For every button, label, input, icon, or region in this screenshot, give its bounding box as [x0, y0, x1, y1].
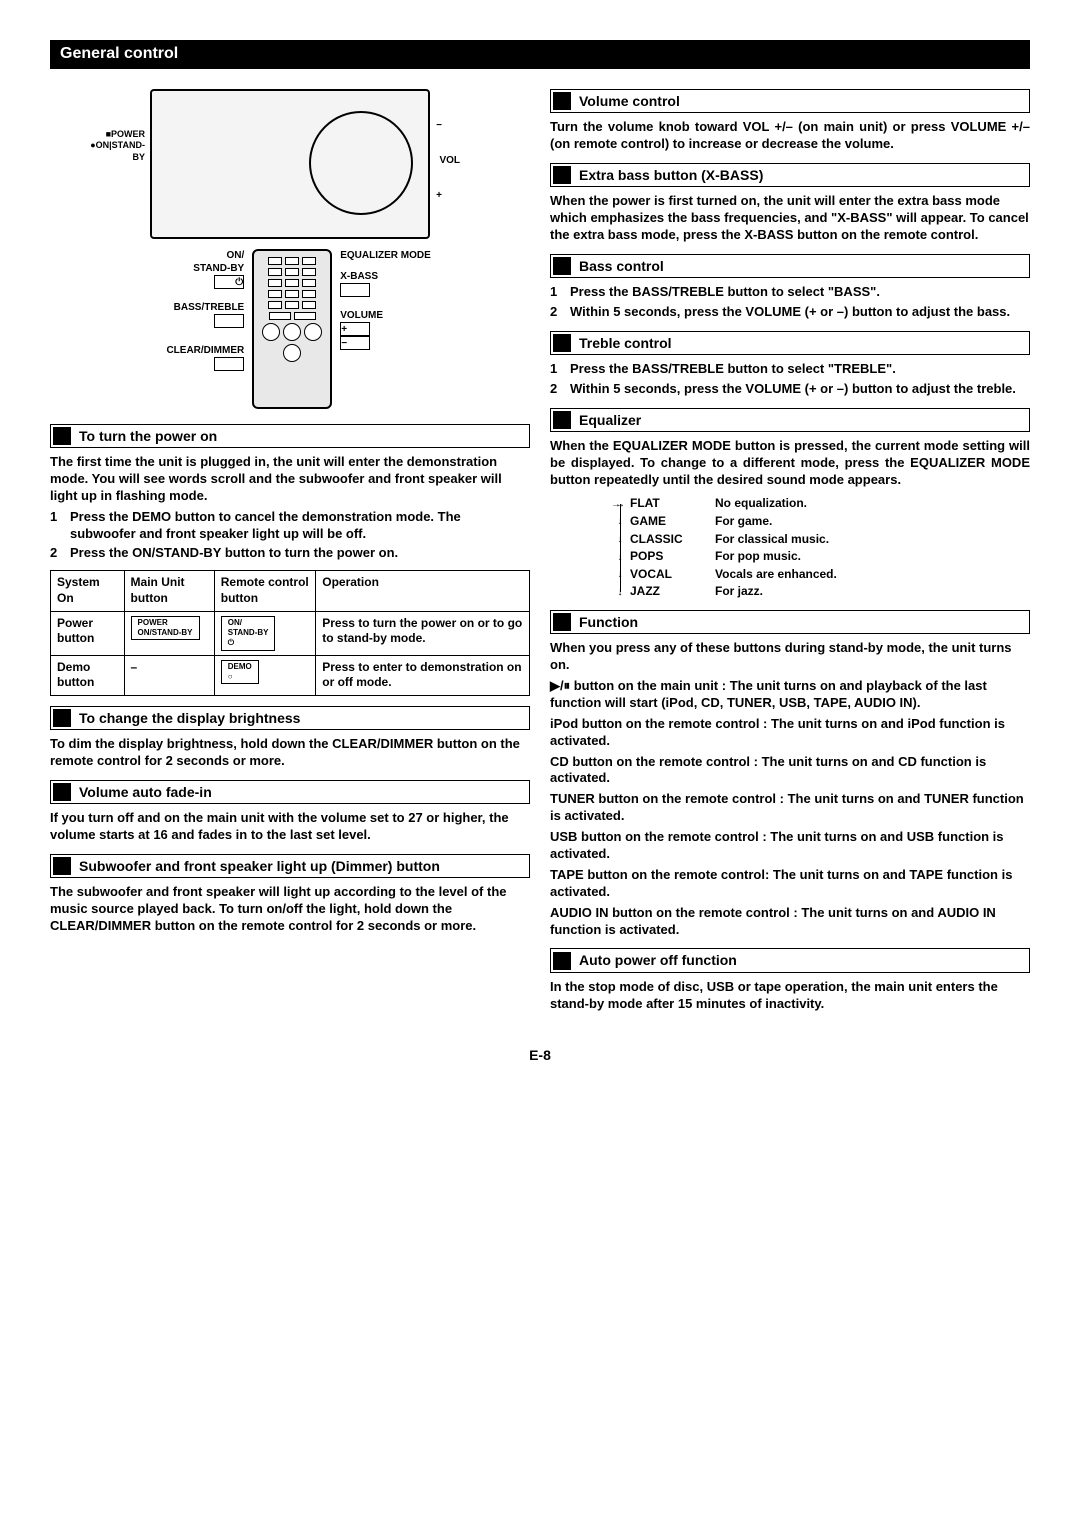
table-row: Power button POWER ON/STAND-BY ON/ STAND…: [51, 611, 530, 655]
auto-power-body: In the stop mode of disc, USB or tape op…: [550, 979, 1030, 1013]
volume-header: Volume control: [550, 89, 1030, 113]
left-column: ■POWER●ON|STAND-BY VOL − + ON/ STAND-BY⏻…: [50, 79, 530, 1017]
eq-classic-desc: For classical music.: [715, 532, 829, 548]
eq-game: GAME: [630, 514, 715, 530]
clear-dimmer-label: CLEAR/DIMMER: [166, 345, 244, 356]
right-column: Volume control Turn the volume knob towa…: [550, 79, 1030, 1017]
eq-jazz: JAZZ: [630, 584, 715, 600]
vol-plus-btn: +: [340, 322, 370, 336]
xbass-label: X-BASS: [340, 271, 378, 282]
eq-pops: POPS: [630, 549, 715, 565]
vol-plus-icon: +: [436, 189, 442, 202]
cell-demo-op: Press to enter to demonstration on or of…: [316, 655, 530, 695]
th-main-unit: Main Unit button: [124, 571, 214, 611]
volume-auto-body: If you turn off and on the main unit wit…: [50, 810, 530, 844]
volume-auto-header: Volume auto fade-in: [50, 780, 530, 804]
on-standby-btn: ⏻: [214, 275, 244, 289]
equalizer-header: Equalizer: [550, 408, 1030, 432]
cell-demo-main: –: [124, 655, 214, 695]
remote-power-icon: ON/ STAND-BY ⏻: [221, 616, 276, 651]
power-on-step-2: Press the ON/STAND-BY button to turn the…: [70, 545, 398, 562]
cell-demo-button: Demo button: [51, 655, 125, 695]
remote-body: [252, 249, 332, 409]
eq-pops-desc: For pop music.: [715, 549, 801, 565]
page-number: E-8: [50, 1046, 1030, 1064]
cell-power-button: Power button: [51, 611, 125, 655]
equalizer-modes: →FLATNo equalization. ↓GAMEFor game. ↓CL…: [610, 496, 1030, 600]
speaker-dimmer-body: The subwoofer and front speaker will lig…: [50, 884, 530, 935]
remote-diagram: ON/ STAND-BY⏻ BASS/TREBLE CLEAR/DIMMER E…: [149, 249, 431, 409]
system-on-table: System On Main Unit button Remote contro…: [50, 570, 530, 696]
vol-minus-icon: −: [436, 119, 442, 132]
page-title: General control: [60, 45, 178, 62]
power-on-step-1: Press the DEMO button to cancel the demo…: [70, 509, 530, 543]
function-intro: When you press any of these buttons duri…: [550, 640, 1030, 674]
bass-treble-label: BASS/TREBLE: [174, 302, 245, 313]
auto-power-header: Auto power off function: [550, 948, 1030, 972]
page-title-bar: General control: [50, 40, 1030, 69]
function-item-4: USB button on the remote control : The u…: [550, 829, 1030, 863]
eq-vocal-desc: Vocals are enhanced.: [715, 567, 837, 583]
treble-header: Treble control: [550, 331, 1030, 355]
xbass-body: When the power is first turned on, the u…: [550, 193, 1030, 244]
function-header: Function: [550, 610, 1030, 634]
bass-treble-btn: [214, 314, 244, 328]
power-on-header: To turn the power on: [50, 424, 530, 448]
vol-minus-btn: −: [340, 336, 370, 350]
eq-classic: CLASSIC: [630, 532, 715, 548]
function-item-2: CD button on the remote control : The un…: [550, 754, 1030, 788]
xbass-btn: [340, 283, 370, 297]
eq-flat-desc: No equalization.: [715, 496, 807, 512]
function-item-6: AUDIO IN button on the remote control : …: [550, 905, 1030, 939]
xbass-header: Extra bass button (X-BASS): [550, 163, 1030, 187]
power-label-icon: ■POWER●ON|STAND-BY: [90, 129, 145, 164]
on-standby-label: ON/ STAND-BY: [193, 250, 244, 274]
eq-mode-label: EQUALIZER MODE: [340, 250, 431, 261]
clear-dimmer-btn: [214, 357, 244, 371]
eq-jazz-desc: For jazz.: [715, 584, 763, 600]
main-power-icon: POWER ON/STAND-BY: [131, 616, 200, 641]
th-system-on: System On: [51, 571, 125, 611]
bass-step-1: Press the BASS/TREBLE button to select "…: [570, 284, 880, 301]
eq-flat: FLAT: [630, 496, 715, 512]
brightness-header: To change the display brightness: [50, 706, 530, 730]
volume-body: Turn the volume knob toward VOL +/– (on …: [550, 119, 1030, 153]
function-item-5: TAPE button on the remote control: The u…: [550, 867, 1030, 901]
th-remote: Remote control button: [214, 571, 316, 611]
eq-vocal: VOCAL: [630, 567, 715, 583]
function-item-0: ▶/⏸ button on the main unit : The unit t…: [550, 678, 1030, 712]
speaker-dimmer-header: Subwoofer and front speaker light up (Di…: [50, 854, 530, 878]
bass-steps: 1Press the BASS/TREBLE button to select …: [550, 284, 1030, 321]
treble-steps: 1Press the BASS/TREBLE button to select …: [550, 361, 1030, 398]
treble-step-1: Press the BASS/TREBLE button to select "…: [570, 361, 896, 378]
content-columns: ■POWER●ON|STAND-BY VOL − + ON/ STAND-BY⏻…: [50, 79, 1030, 1017]
th-operation: Operation: [316, 571, 530, 611]
power-on-intro: The first time the unit is plugged in, t…: [50, 454, 530, 505]
vol-label: VOL: [439, 154, 460, 167]
volume-label: VOLUME: [340, 310, 383, 321]
power-on-steps: 1Press the DEMO button to cancel the dem…: [50, 509, 530, 563]
bass-step-2: Within 5 seconds, press the VOLUME (+ or…: [570, 304, 1010, 321]
bass-header: Bass control: [550, 254, 1030, 278]
function-item-3: TUNER button on the remote control : The…: [550, 791, 1030, 825]
cell-power-op: Press to turn the power on or to go to s…: [316, 611, 530, 655]
equalizer-intro: When the EQUALIZER MODE button is presse…: [550, 438, 1030, 489]
remote-demo-icon: DEMO ○: [221, 660, 259, 685]
table-row: Demo button – DEMO ○ Press to enter to d…: [51, 655, 530, 695]
brightness-body: To dim the display brightness, hold down…: [50, 736, 530, 770]
eq-game-desc: For game.: [715, 514, 772, 530]
main-unit-diagram: ■POWER●ON|STAND-BY VOL − + ON/ STAND-BY⏻…: [50, 89, 530, 409]
treble-step-2: Within 5 seconds, press the VOLUME (+ or…: [570, 381, 1016, 398]
function-item-1: iPod button on the remote control : The …: [550, 716, 1030, 750]
